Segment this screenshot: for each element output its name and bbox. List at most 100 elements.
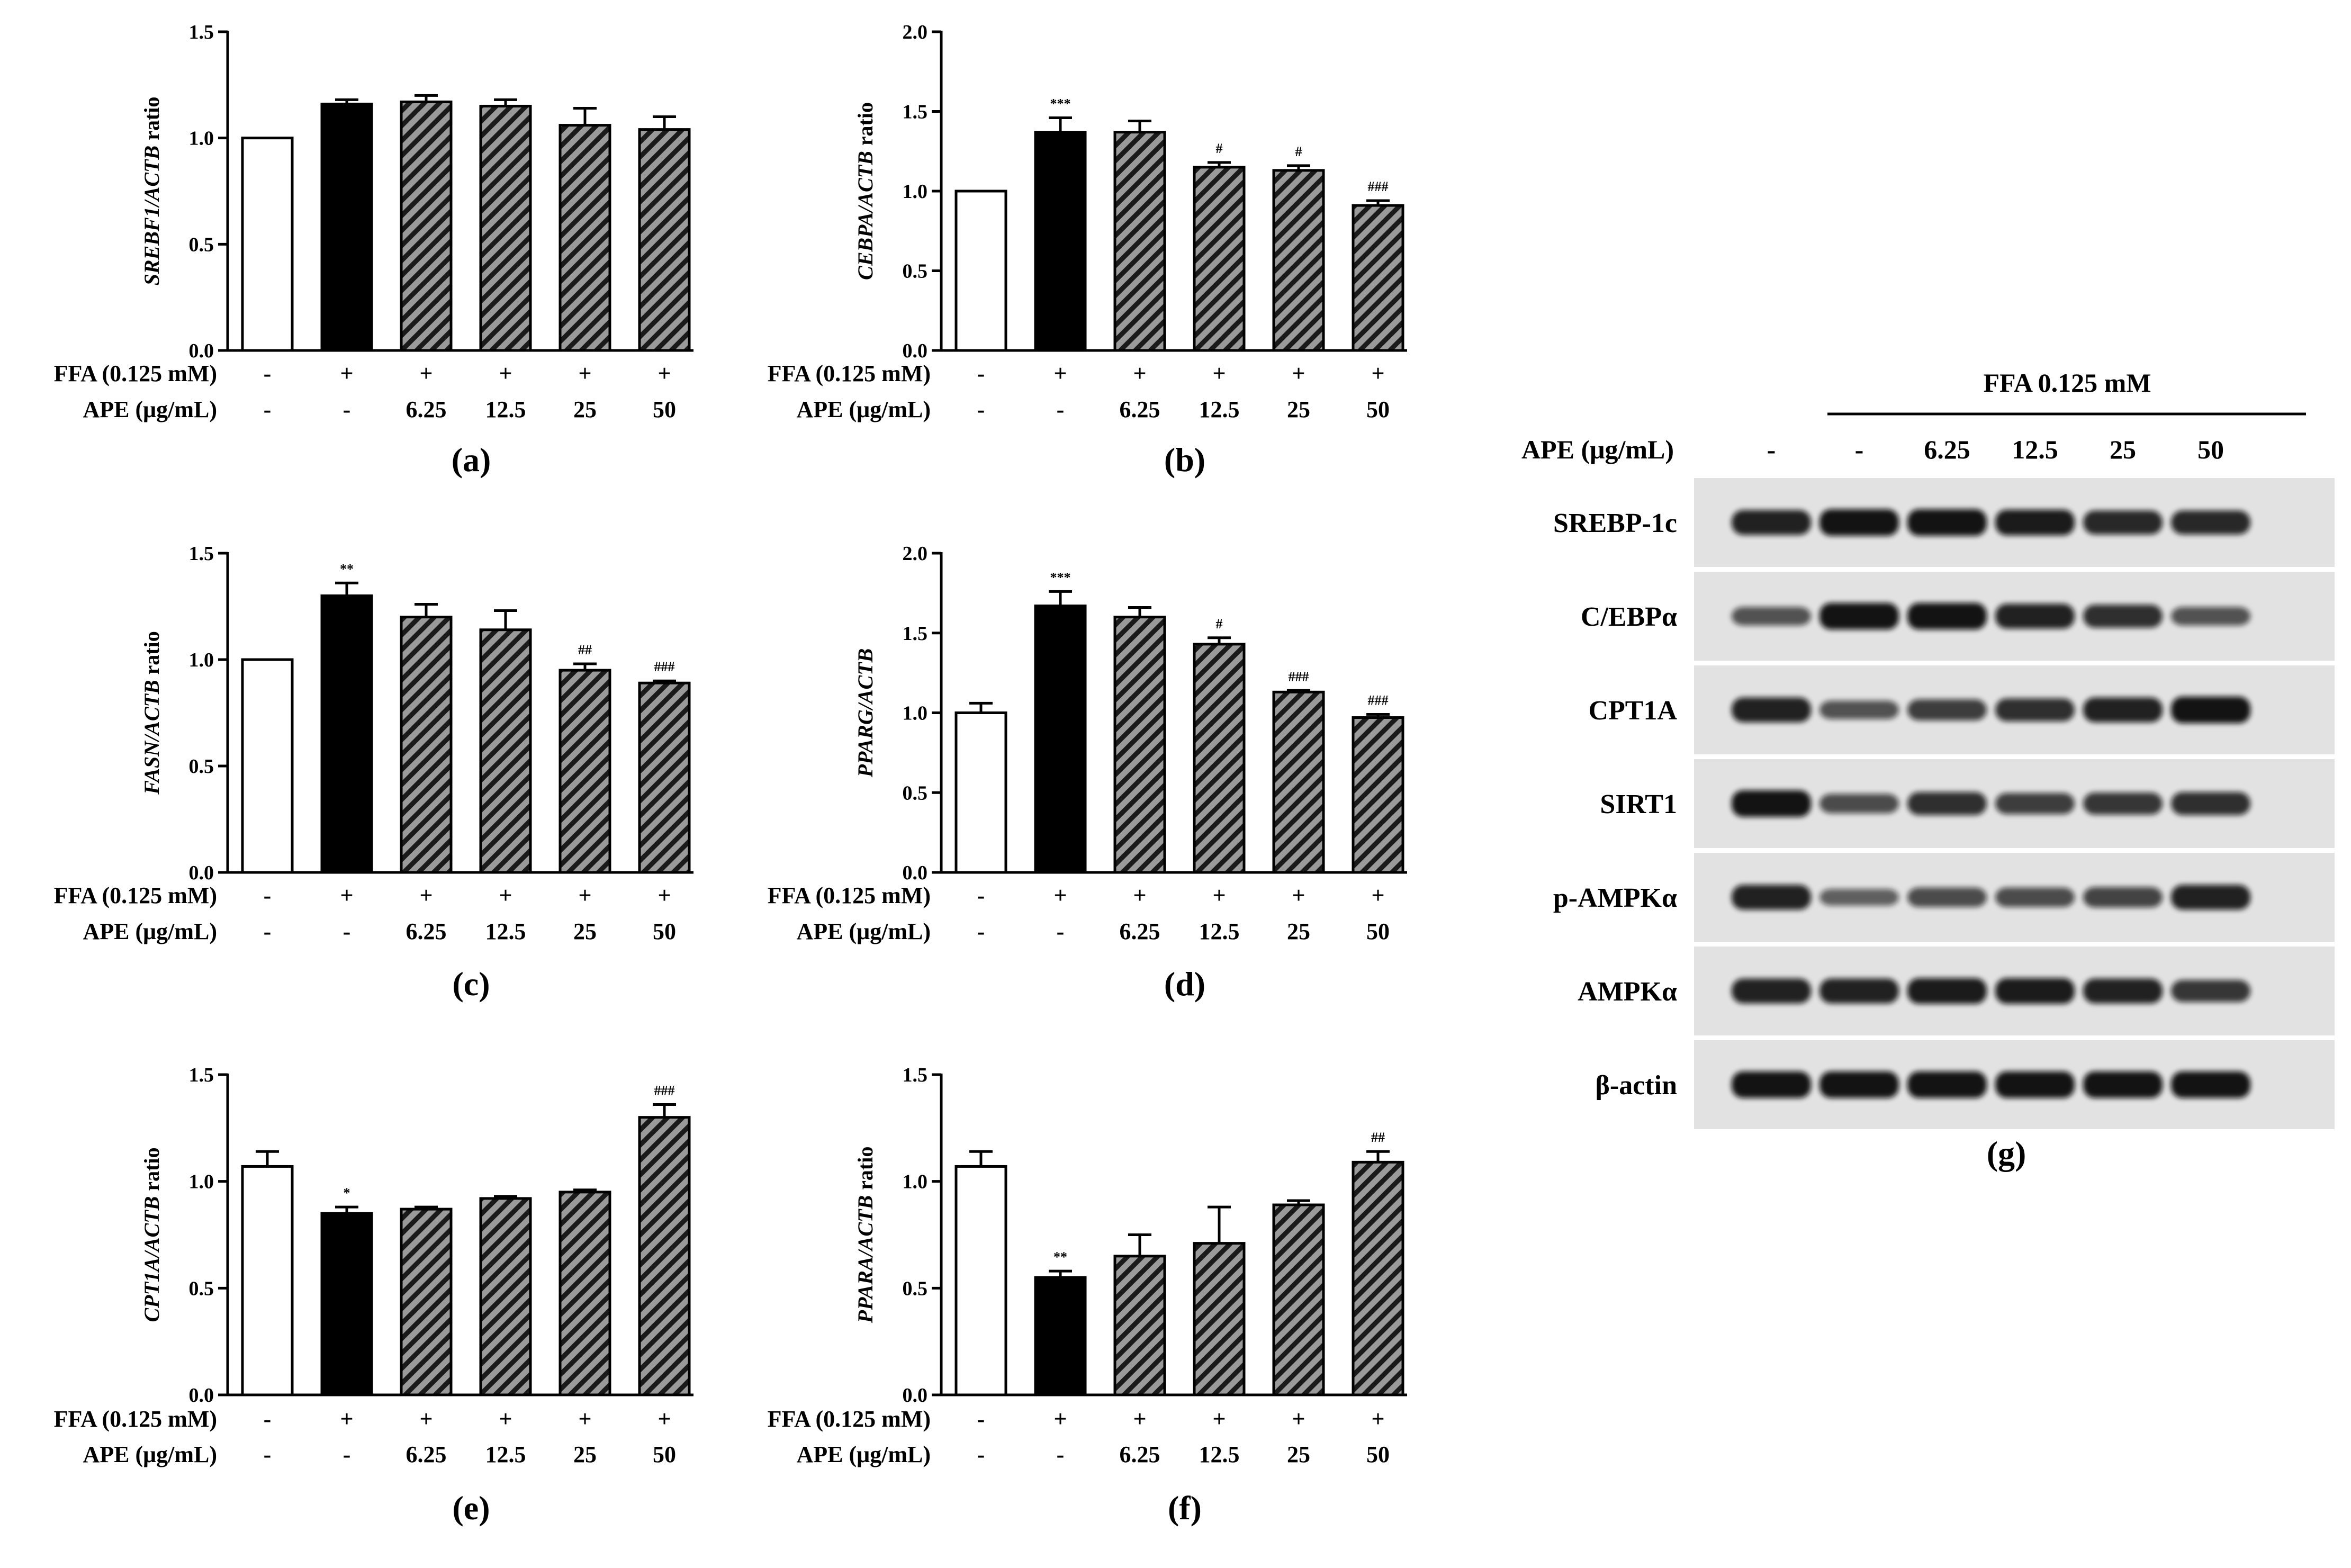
ape-condition: 25 (573, 396, 597, 422)
blot-band (1732, 607, 1811, 626)
y-tick-label: 0.0 (903, 1384, 928, 1407)
ape-condition: 50 (1366, 396, 1390, 422)
bar (1193, 166, 1246, 352)
ffa-condition: + (578, 1406, 591, 1432)
y-tick-label: 0.0 (903, 340, 928, 362)
bar (954, 711, 1007, 874)
blot-band (1907, 792, 1987, 815)
ape-condition: 50 (653, 396, 676, 422)
ffa-condition: + (1053, 882, 1067, 908)
blot-band (1995, 1071, 2075, 1098)
ape-condition: - (264, 918, 272, 944)
ffa-condition: + (499, 1406, 512, 1432)
y-tick-label: 1.5 (903, 101, 928, 123)
bar (320, 594, 373, 874)
bar (320, 102, 373, 352)
ape-condition: 12.5 (1199, 918, 1240, 944)
ape-condition: 6.25 (406, 918, 447, 944)
blot-band (1732, 1071, 1811, 1098)
lane-label: 25 (2110, 435, 2136, 464)
blot-band (1907, 699, 1987, 721)
blot-band (2083, 978, 2163, 1004)
ape-condition: 25 (1287, 1441, 1310, 1467)
ape-row-label: APE (μg/mL) (797, 396, 931, 422)
ffa-condition: + (657, 882, 671, 908)
ape-row-label: APE (μg/mL) (797, 1441, 931, 1467)
ape-condition: 50 (653, 1441, 676, 1467)
bar (479, 1197, 532, 1396)
ape-condition: 6.25 (406, 396, 447, 422)
protein-label: SIRT1 (1600, 789, 1677, 819)
y-tick-label: 0.5 (903, 1277, 928, 1300)
y-tick-label: 0.5 (903, 260, 928, 283)
bar (638, 128, 691, 352)
y-tick-label: 2.0 (903, 21, 928, 43)
significance-label: ### (654, 1083, 675, 1098)
y-tick-label: 0.5 (903, 782, 928, 804)
ape-condition: - (977, 918, 985, 944)
significance-label: ### (1289, 669, 1309, 684)
ape-condition: - (264, 1441, 272, 1467)
ape-condition: 25 (573, 1441, 597, 1467)
ffa-condition: - (977, 1406, 985, 1432)
ffa-condition: + (340, 882, 353, 908)
ape-condition: 12.5 (485, 1441, 526, 1467)
bar (1113, 616, 1166, 874)
bar (1113, 1255, 1166, 1396)
bar (1272, 1203, 1325, 1396)
significance-label: ** (340, 561, 354, 576)
blot-band (1907, 602, 1987, 630)
ffa-condition: - (264, 1406, 272, 1432)
blot-band (2083, 510, 2163, 535)
ape-condition: - (1057, 1441, 1065, 1467)
chart-panel: * ### 0.0 0.5 1.0 1.5 CPT1A/ACTB ratio FFA (0.1… (54, 1064, 693, 1527)
ffa-condition: + (657, 361, 671, 386)
blot-band (1995, 698, 2075, 722)
ape-condition: - (1057, 918, 1065, 944)
blot-row: SIRT1 (1600, 759, 2335, 848)
ape-condition: 6.25 (1120, 396, 1160, 422)
y-axis-label-gene: FASN/ACTB (140, 680, 164, 795)
ffa-condition: + (1371, 361, 1384, 386)
y-axis-label: SREBF1/ACTB ratio (140, 97, 164, 286)
ape-condition: 6.25 (406, 1441, 447, 1467)
ape-condition: - (343, 1441, 351, 1467)
ffa-condition: - (264, 882, 272, 908)
chart-panel: 0.0 0.5 1.0 1.5 SREBF1/ACTB ratio FFA (0.125 … (54, 21, 693, 479)
blot-band (1732, 510, 1811, 535)
ffa-condition: + (1053, 361, 1067, 386)
blot-band (2083, 792, 2163, 815)
y-tick-label: 1.0 (903, 1171, 928, 1193)
y-tick-label: 0.5 (189, 755, 214, 778)
bar (1034, 1276, 1087, 1396)
bar (479, 628, 532, 874)
panel-label: (f) (1168, 1489, 1202, 1527)
blot-band (2171, 696, 2250, 724)
blot-band (1819, 794, 1899, 814)
y-tick-label: 1.0 (903, 702, 928, 725)
significance-label: ### (654, 659, 675, 674)
ape-condition: 50 (1366, 918, 1390, 944)
y-axis-label-gene: CPT1A/ACTB (140, 1196, 164, 1322)
blot-band (2171, 980, 2250, 1002)
ffa-condition: + (1133, 361, 1146, 386)
blot-row: β-actin (1596, 1040, 2335, 1129)
blot-band (2083, 887, 2163, 908)
y-tick-label: 0.0 (189, 862, 214, 884)
protein-label: SREBP-1c (1553, 508, 1677, 538)
ffa-condition: + (1053, 1406, 1067, 1432)
significance-label: ## (578, 642, 592, 657)
blot-band (2171, 885, 2250, 910)
blot-band (1732, 790, 1811, 817)
blot-band (1995, 792, 2075, 815)
blot-band (1732, 697, 1811, 723)
significance-label: ## (1371, 1130, 1385, 1145)
y-tick-label: 0.0 (903, 862, 928, 884)
y-axis-label: PPARG/ACTB (853, 648, 877, 778)
chart-panel: ** ## 0.0 0.5 1.0 1.5 PPARA/ACTB ratio FFA (0.1… (768, 1064, 1407, 1527)
ffa-condition: + (1292, 361, 1305, 386)
significance-label: ### (1368, 693, 1389, 708)
western-blot-panel: FFA 0.125 mM APE (μg/mL) - - 6.25 12.5 25 50 SRE… (1521, 368, 2335, 1172)
